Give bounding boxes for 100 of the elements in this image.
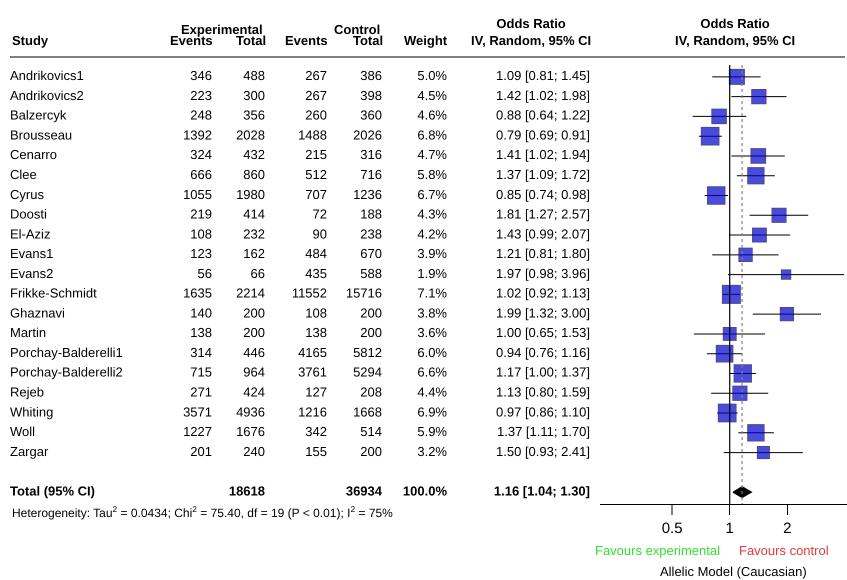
data-label: 5812: [353, 344, 382, 360]
data-label: 2028: [236, 127, 265, 142]
text: Study: [12, 33, 49, 48]
data-label: 3.9%: [417, 246, 448, 262]
data-label: 6.8%: [417, 127, 448, 142]
text: Total: [236, 33, 266, 48]
data-label: 200: [360, 325, 382, 340]
data-label: 6.9%: [417, 404, 448, 420]
x-tick-label: 1: [726, 520, 734, 537]
text: Heterogeneity: Tau$^{2}$ = 0.0434; Chi$^{2}$ = 75.40, df = 19 (P < 0.01); I$^{2}$ = 75%: [12, 504, 394, 520]
data-label: 6.7%: [417, 186, 448, 202]
data-label: 200: [360, 305, 382, 320]
data-label: 1.9%: [417, 266, 448, 281]
text: Events: [285, 33, 328, 48]
category-label: Andrikovics2: [10, 88, 84, 103]
category-label: Total (95% CI): [10, 483, 95, 498]
category-label: El-Aziz: [10, 226, 50, 242]
data-label: 670: [360, 246, 382, 262]
data-label: 1227: [183, 424, 212, 440]
category-label: Balzercyk: [10, 108, 67, 123]
data-label: 4.7%: [417, 147, 448, 162]
x-tick-label: 2: [783, 520, 792, 537]
data-label: 512: [305, 166, 327, 182]
data-label: 56: [198, 266, 212, 281]
category-label: Whiting: [10, 404, 54, 420]
data-label: 2026: [353, 127, 382, 142]
data-label: 15716: [346, 286, 382, 301]
category-label: Frikke-Schmidt: [10, 286, 98, 301]
data-label: 215: [305, 147, 327, 162]
data-label: 1980: [236, 186, 265, 202]
data-label: 1.50 [0.93; 2.41]: [496, 444, 590, 459]
data-label: 155: [305, 444, 327, 459]
x-tick-label: 0.5: [662, 520, 683, 537]
data-label: 484: [305, 246, 327, 262]
data-label: 1.09 [0.81; 1.45]: [496, 68, 590, 84]
data-label: 7.1%: [417, 286, 448, 301]
data-label: 267: [305, 88, 327, 103]
category-label: Ghaznavi: [10, 305, 66, 320]
data-label: 1676: [236, 424, 265, 440]
data-label: 514: [360, 424, 382, 440]
data-label: 18618: [228, 483, 265, 498]
data-label: 5.9%: [417, 424, 448, 440]
category-label: Andrikovics1: [10, 68, 84, 84]
category-label: Evans1: [10, 246, 54, 262]
data-label: 271: [190, 384, 212, 400]
data-label: 3.6%: [417, 325, 448, 340]
category-label: Doosti: [10, 206, 47, 222]
data-label: 4165: [298, 344, 327, 360]
data-label: 72: [312, 206, 327, 222]
data-label: 36934: [346, 483, 383, 498]
data-label: 488: [243, 68, 265, 84]
data-label: 100.0%: [402, 483, 448, 498]
data-label: 267: [305, 68, 327, 84]
data-label: 248: [190, 108, 212, 123]
category-label: Clee: [10, 166, 37, 182]
data-label: 588: [360, 266, 382, 281]
data-label: 666: [190, 166, 212, 182]
data-label: 138: [305, 325, 327, 340]
data-label: 435: [305, 266, 327, 281]
data-label: 200: [360, 444, 382, 459]
data-label: 1488: [298, 127, 327, 142]
data-label: 3.8%: [417, 305, 448, 320]
data-label: 1.02 [0.92; 1.13]: [496, 286, 590, 301]
data-label: 223: [190, 88, 212, 103]
data-label: 860: [243, 166, 265, 182]
text: Odds Ratio IV, Random, 95% CI: [471, 16, 592, 48]
data-label: 66: [250, 266, 265, 281]
category-label: Porchay-Balderelli1: [10, 344, 123, 360]
data-label: 1.42 [1.02; 1.98]: [496, 88, 590, 103]
data-label: 201: [190, 444, 212, 459]
data-label: 4.5%: [417, 88, 448, 103]
data-label: 219: [190, 206, 212, 222]
data-label: 2214: [236, 286, 265, 301]
data-label: 108: [190, 226, 212, 242]
data-label: 964: [243, 364, 265, 380]
data-label: 4936: [236, 404, 265, 420]
data-label: 238: [360, 226, 382, 242]
data-label: 1216: [298, 404, 327, 420]
data-label: 1392: [183, 127, 212, 142]
category-label: Zargar: [10, 444, 49, 459]
data-label: 6.6%: [417, 364, 448, 380]
data-label: 398: [360, 88, 382, 103]
chart-title: Odds Ratio IV, Random, 95% CI: [675, 16, 796, 48]
data-label: 414: [243, 206, 265, 222]
data-label: 432: [243, 147, 265, 162]
data-label: 707: [305, 186, 327, 202]
category-label: Porchay-Balderelli2: [10, 364, 123, 380]
category-label: Martin: [10, 325, 46, 340]
category-label: Rejeb: [10, 384, 44, 400]
data-label: 1.81 [1.27; 2.57]: [496, 206, 590, 222]
category-label: Evans2: [10, 266, 54, 281]
data-label: 1.43 [0.99; 2.07]: [496, 226, 590, 242]
text: Weight: [404, 33, 448, 48]
data-label: 715: [190, 364, 212, 380]
data-label: 0.88 [0.64; 1.22]: [496, 108, 590, 123]
data-label: 5.0%: [417, 68, 448, 84]
data-label: 5294: [353, 364, 382, 380]
data-label: 0.97 [0.86; 1.10]: [496, 404, 590, 420]
data-label: 300: [243, 88, 265, 103]
data-label: 446: [243, 344, 265, 360]
